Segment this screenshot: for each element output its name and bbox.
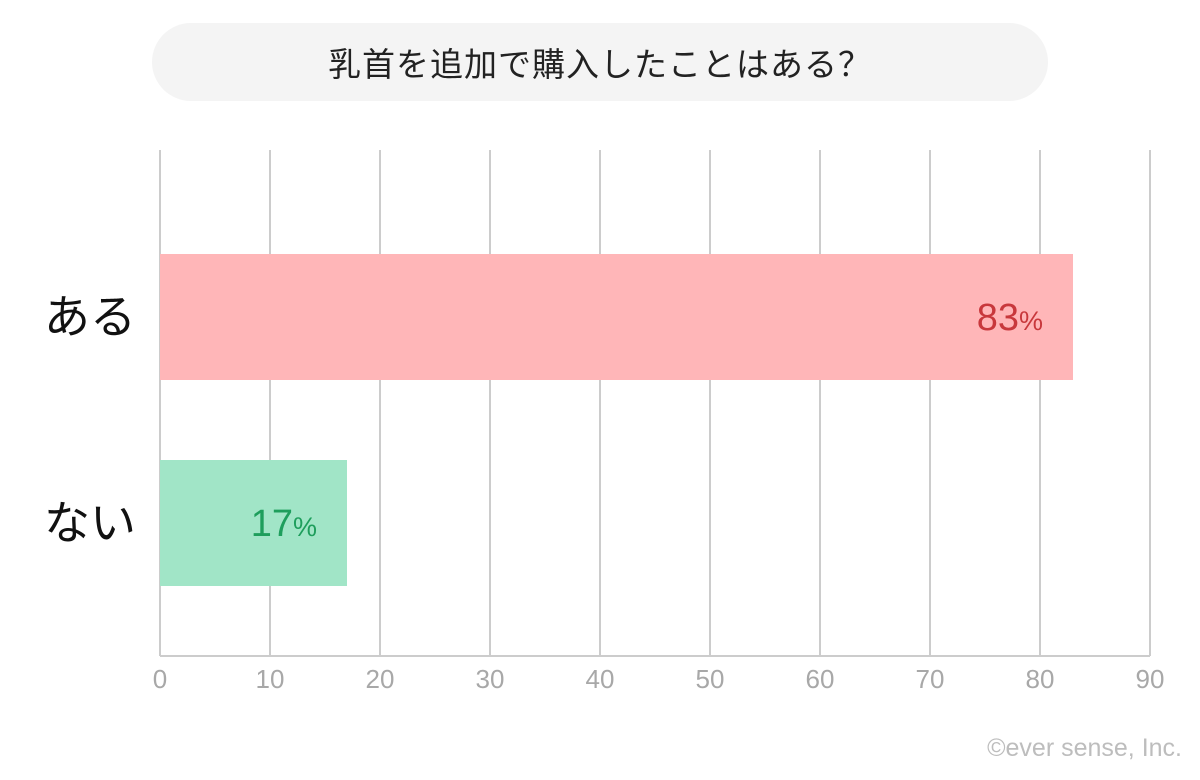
x-tick-label: 60 <box>806 664 835 694</box>
x-tick-label: 10 <box>256 664 285 694</box>
x-tick-label: 40 <box>586 664 615 694</box>
chart-title-banner: 乳首を追加で購入したことはある？ <box>152 23 1048 101</box>
x-axis-ticks: 0 10 20 30 40 50 60 70 80 90 <box>153 664 1165 694</box>
x-tick-label: 90 <box>1136 664 1165 694</box>
bars: 83% ある 17% ない <box>44 254 1073 586</box>
bar-1 <box>160 254 1073 380</box>
bar-2 <box>160 460 347 586</box>
bar-value-label: 83% <box>977 297 1043 339</box>
bar-value-label: 17% <box>251 503 317 545</box>
copyright-notice: ©ever sense, Inc. <box>987 734 1182 762</box>
gridlines <box>159 150 1151 656</box>
x-tick-label: 70 <box>916 664 945 694</box>
x-tick-label: 20 <box>366 664 395 694</box>
x-tick-label: 50 <box>696 664 725 694</box>
category-label: ある <box>44 290 136 344</box>
x-tick-label: 30 <box>476 664 505 694</box>
x-tick-label: 80 <box>1026 664 1055 694</box>
category-label: ない <box>44 496 136 550</box>
chart-title: 乳首を追加で購入したことはある？ <box>328 45 872 84</box>
x-tick-label: 0 <box>153 664 167 694</box>
